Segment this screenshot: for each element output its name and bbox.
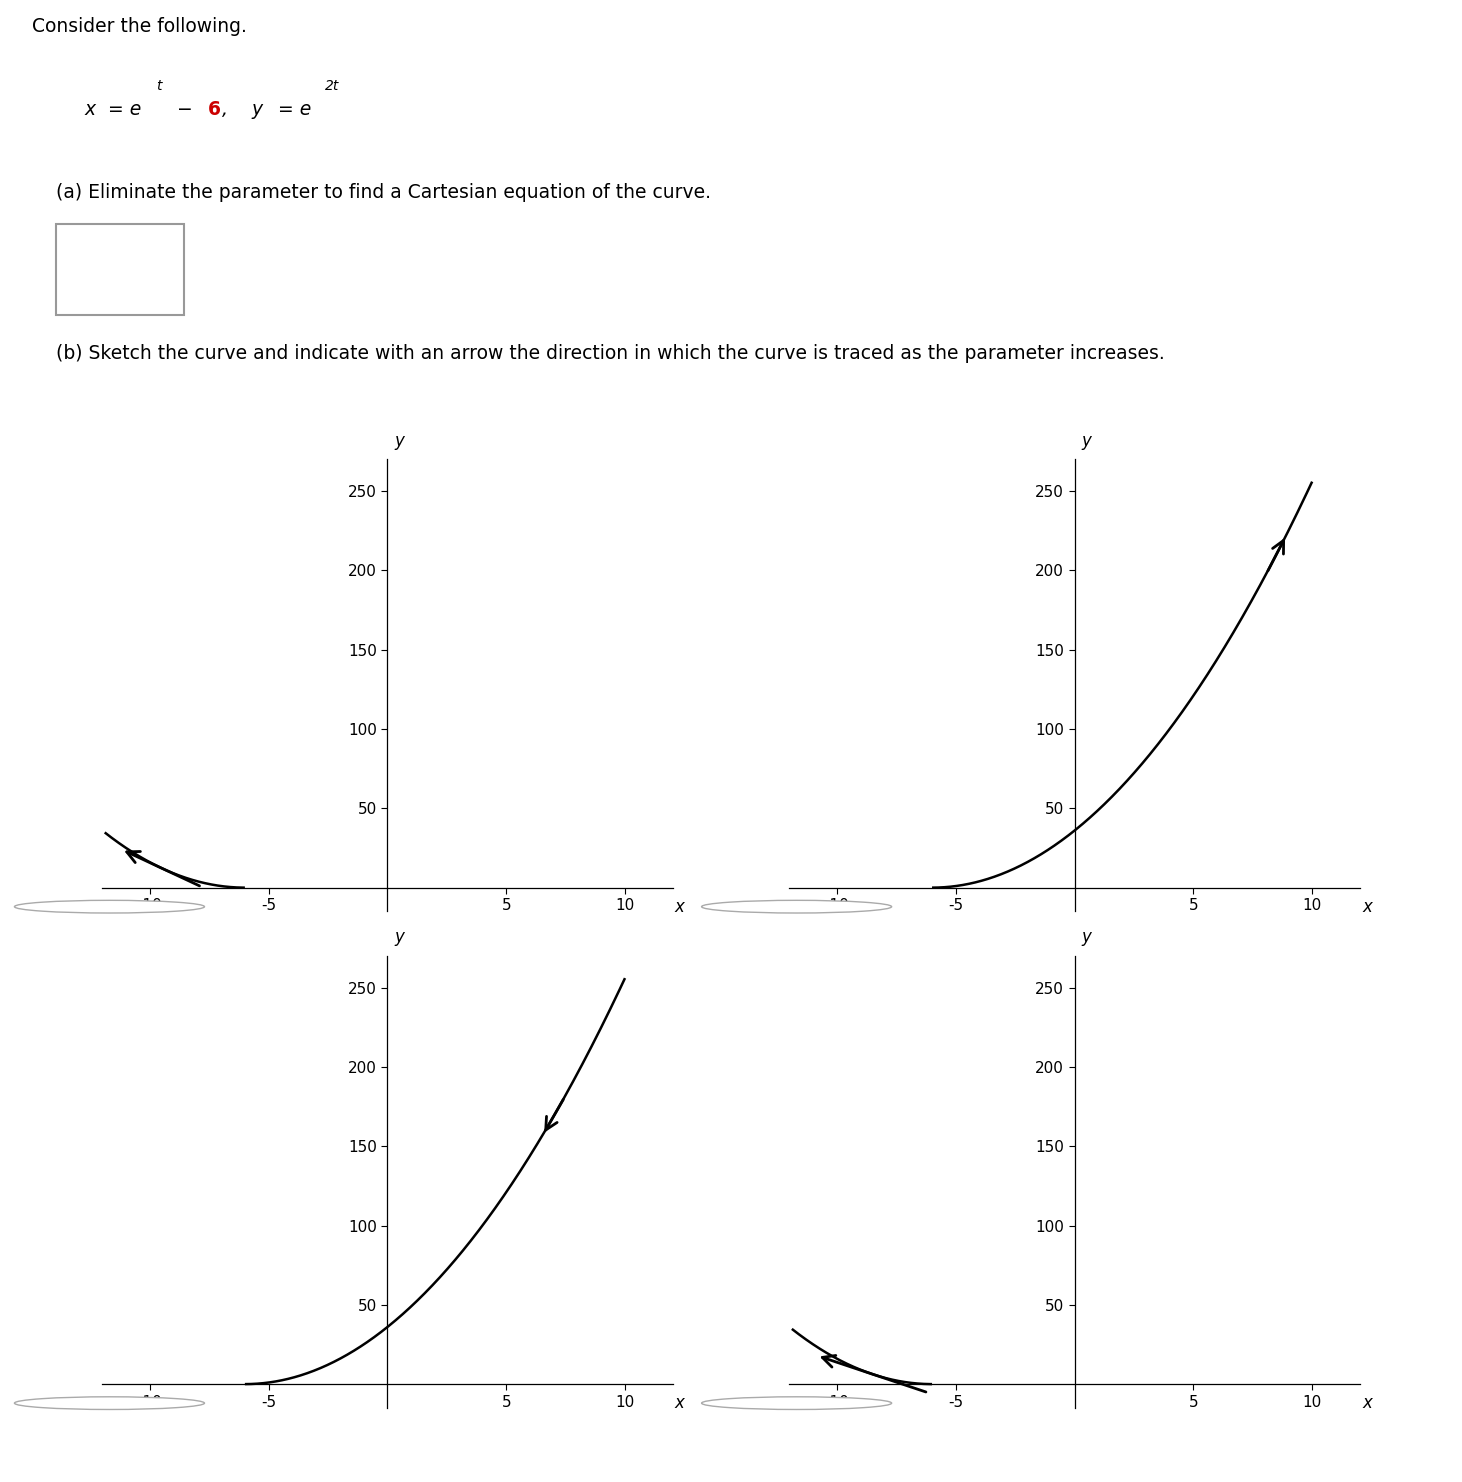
- Text: y: y: [1082, 431, 1092, 451]
- Text: x: x: [675, 898, 684, 916]
- Text: (a) Eliminate the parameter to find a Cartesian equation of the curve.: (a) Eliminate the parameter to find a Ca…: [56, 182, 711, 202]
- Text: y: y: [1082, 928, 1092, 947]
- Text: x: x: [85, 99, 96, 119]
- Bar: [56, 224, 184, 316]
- Text: = e: = e: [272, 99, 311, 119]
- Text: y: y: [395, 431, 405, 451]
- Text: 6: 6: [208, 99, 221, 119]
- Circle shape: [15, 901, 205, 913]
- Text: y: y: [395, 928, 405, 947]
- Text: x: x: [1363, 898, 1371, 916]
- Text: −: −: [171, 99, 199, 119]
- Text: Consider the following.: Consider the following.: [32, 16, 247, 36]
- Text: t: t: [156, 79, 162, 93]
- Circle shape: [702, 1398, 892, 1409]
- Text: x: x: [675, 1395, 684, 1412]
- Text: ,    y: , y: [222, 99, 263, 119]
- Text: = e: = e: [102, 99, 142, 119]
- Text: (b) Sketch the curve and indicate with an arrow the direction in which the curve: (b) Sketch the curve and indicate with a…: [56, 344, 1164, 363]
- Text: x: x: [1363, 1395, 1371, 1412]
- Circle shape: [15, 1398, 205, 1409]
- Text: 2t: 2t: [325, 79, 339, 93]
- Circle shape: [702, 901, 892, 913]
